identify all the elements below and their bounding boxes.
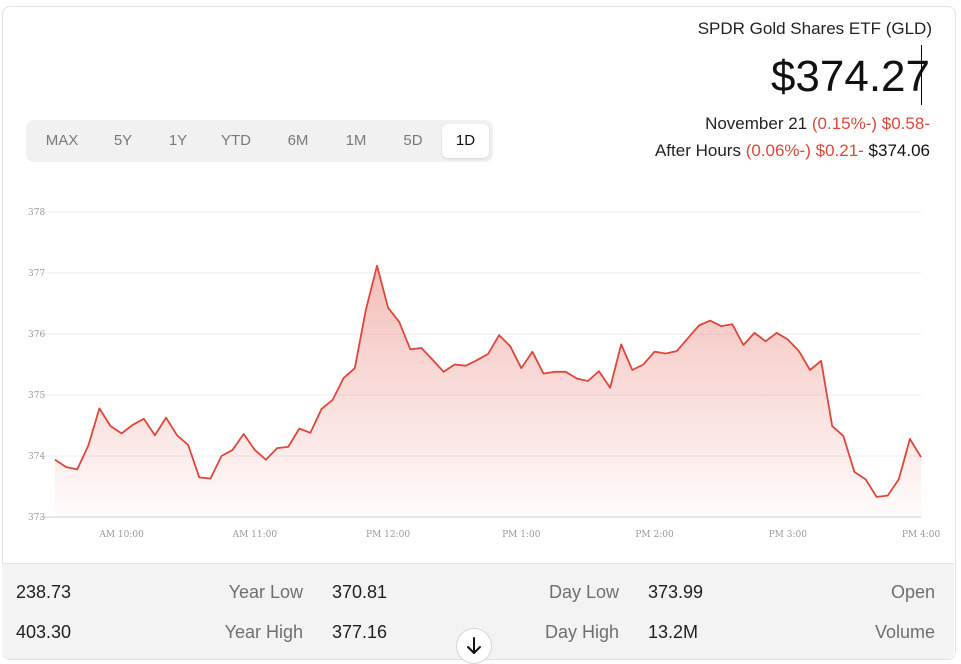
tab-max[interactable]: MAX — [45, 132, 79, 149]
tab-1m[interactable]: 1M — [345, 132, 367, 149]
open-label: Open — [890, 582, 935, 602]
price-area-fill — [55, 265, 921, 517]
volume-label: Volume — [874, 622, 935, 642]
price-line — [54, 264, 922, 498]
change-amount: $0.58- — [881, 114, 930, 133]
day-low-value: 370.81 — [332, 582, 388, 602]
tab-1d[interactable]: 1D — [442, 124, 489, 158]
arrow-down-icon — [467, 637, 481, 654]
tab-6m[interactable]: 6M — [287, 132, 309, 149]
x-tick-label: PM 2:00 — [635, 530, 674, 540]
day-high-label: Day High — [544, 622, 619, 642]
x-tick-label: AM 10:00 — [98, 530, 144, 540]
series-layer — [54, 264, 922, 517]
quote-date: November 21 — [705, 114, 808, 133]
clipped-top-text: ''''''''''''''''''''''''''''''''''' — [523, 7, 953, 10]
day-change-line: November 21 (0.15%-) $0.58- — [705, 114, 930, 134]
x-axis-ticks: AM 10:00 AM 11:00 PM 12:00 PM 1:00 PM 2:00 PM… — [98, 530, 940, 540]
x-tick-label: PM 1:00 — [502, 530, 541, 540]
tab-5y[interactable]: 5Y — [113, 132, 133, 149]
price-chart-svg[interactable]: 373 374 375 376 377 378 AM 10:00 AM 11:00 PM 12… — [0, 195, 961, 555]
x-tick-label: PM 3:00 — [769, 530, 808, 540]
after-hours-price: $374.06 — [868, 141, 930, 160]
y-tick-label: 377 — [28, 269, 45, 279]
tab-5d[interactable]: 5D — [403, 132, 423, 149]
time-range-selector: MAX 5Y 1Y YTD 6M 1M 5D 1D — [26, 120, 493, 162]
security-title: SPDR Gold Shares ETF (GLD) — [697, 19, 932, 38]
volume-value: 13.2M — [648, 622, 699, 642]
tab-1y[interactable]: 1Y — [168, 132, 188, 149]
text-cursor — [921, 45, 922, 105]
after-hours-amount: $0.21- — [815, 141, 864, 160]
open-value: 373.99 — [648, 582, 704, 602]
after-hours-label: After Hours — [654, 141, 741, 160]
x-tick-label: PM 12:00 — [366, 530, 410, 540]
day-low-label: Day Low — [548, 582, 619, 602]
scroll-down-button[interactable] — [456, 628, 492, 664]
y-tick-label: 378 — [28, 208, 45, 218]
year-high-label: Year High — [224, 622, 303, 642]
year-low-label: Year Low — [228, 582, 303, 602]
price-chart[interactable]: 373 374 375 376 377 378 AM 10:00 AM 11:00 PM 12… — [0, 195, 961, 555]
after-hours-line: After Hours (0.06%-) $0.21- $374.06 — [655, 141, 930, 161]
x-tick-label: AM 11:00 — [232, 530, 278, 540]
change-percent: (0.15%-) — [811, 114, 878, 133]
y-tick-label: 373 — [28, 513, 45, 523]
tab-ytd[interactable]: YTD — [221, 132, 251, 149]
y-axis-ticks: 373 374 375 376 377 378 — [28, 208, 45, 523]
after-hours-percent: (0.06%-) — [745, 141, 811, 160]
day-high-value: 377.16 — [332, 622, 388, 642]
current-price: $374.27 — [770, 52, 930, 101]
quote-card: ''''''''''''''''''''''''''''''''''' — [2, 6, 956, 660]
year-high-value: 403.30 — [16, 622, 72, 642]
y-tick-label: 375 — [28, 391, 45, 401]
x-tick-label: PM 4:00 — [902, 530, 941, 540]
year-low-value: 238.73 — [16, 582, 72, 602]
y-tick-label: 376 — [28, 330, 45, 340]
y-tick-label: 374 — [28, 452, 45, 462]
